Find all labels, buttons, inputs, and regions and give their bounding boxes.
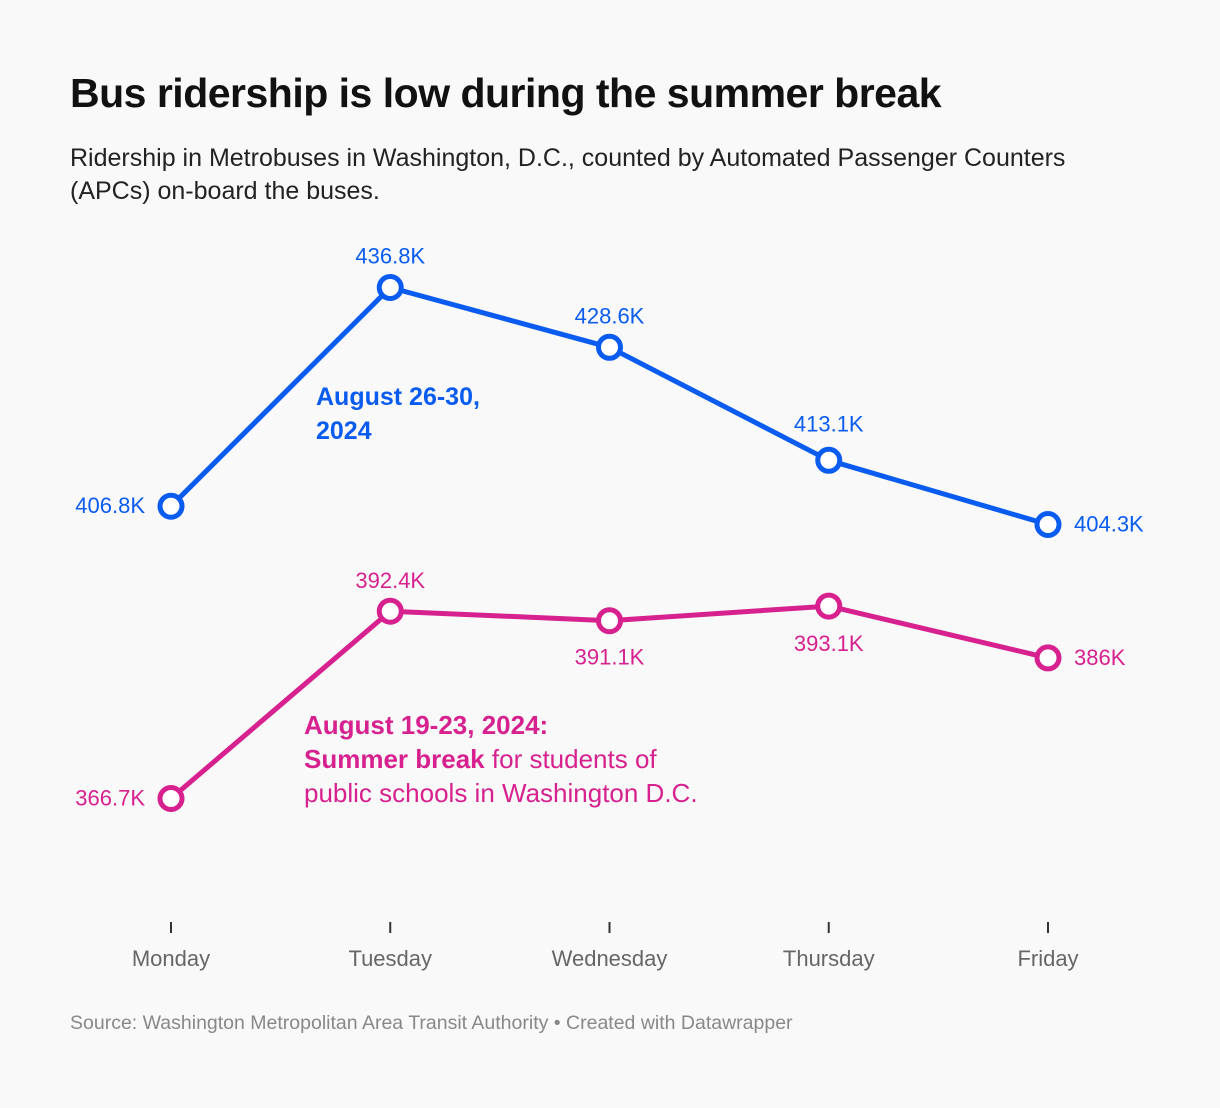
chart-subtitle: Ridership in Metrobuses in Washington, D… (70, 144, 1066, 205)
data-point (596, 607, 623, 635)
x-tick-label: Thursday (783, 946, 875, 971)
data-label: 391.1K (575, 645, 645, 670)
x-tick-label: Friday (1017, 946, 1078, 971)
data-point (376, 597, 404, 625)
data-point (596, 333, 623, 361)
annotation-pink-bold: Summer break (304, 744, 485, 774)
data-point (157, 785, 185, 812)
chart-title: Bus ridership is low during the summer b… (70, 70, 942, 116)
data-point (1034, 644, 1062, 672)
data-label: 428.6K (575, 303, 645, 328)
data-label: 413.1K (794, 411, 864, 436)
x-tick-label: Monday (132, 946, 210, 971)
data-label: 366.7K (75, 786, 145, 811)
annotation-pink-text: for students of public schools in Washin… (304, 744, 698, 808)
data-label: 406.8K (75, 493, 145, 518)
data-point (1034, 511, 1062, 538)
data-point (815, 592, 843, 620)
x-tick-label: Wednesday (552, 946, 668, 971)
data-point (157, 492, 185, 520)
data-label: 386K (1074, 645, 1126, 670)
annotation-pink-heading: August 19-23, 2024: (304, 710, 549, 740)
data-label: 393.1K (794, 631, 864, 656)
data-point (815, 446, 843, 474)
annotation-pink-series: August 19-23, 2024: Summer break for stud… (304, 708, 704, 810)
x-tick-label: Tuesday (348, 946, 432, 971)
source-footer: Source: Washington Metropolitan Area Tra… (70, 1012, 793, 1034)
annotation-blue-series: August 26-30, 2024 (316, 383, 480, 445)
data-label: 392.4K (355, 568, 425, 593)
data-label: 436.8K (355, 244, 425, 269)
data-label: 404.3K (1074, 511, 1144, 536)
data-point (376, 274, 404, 301)
